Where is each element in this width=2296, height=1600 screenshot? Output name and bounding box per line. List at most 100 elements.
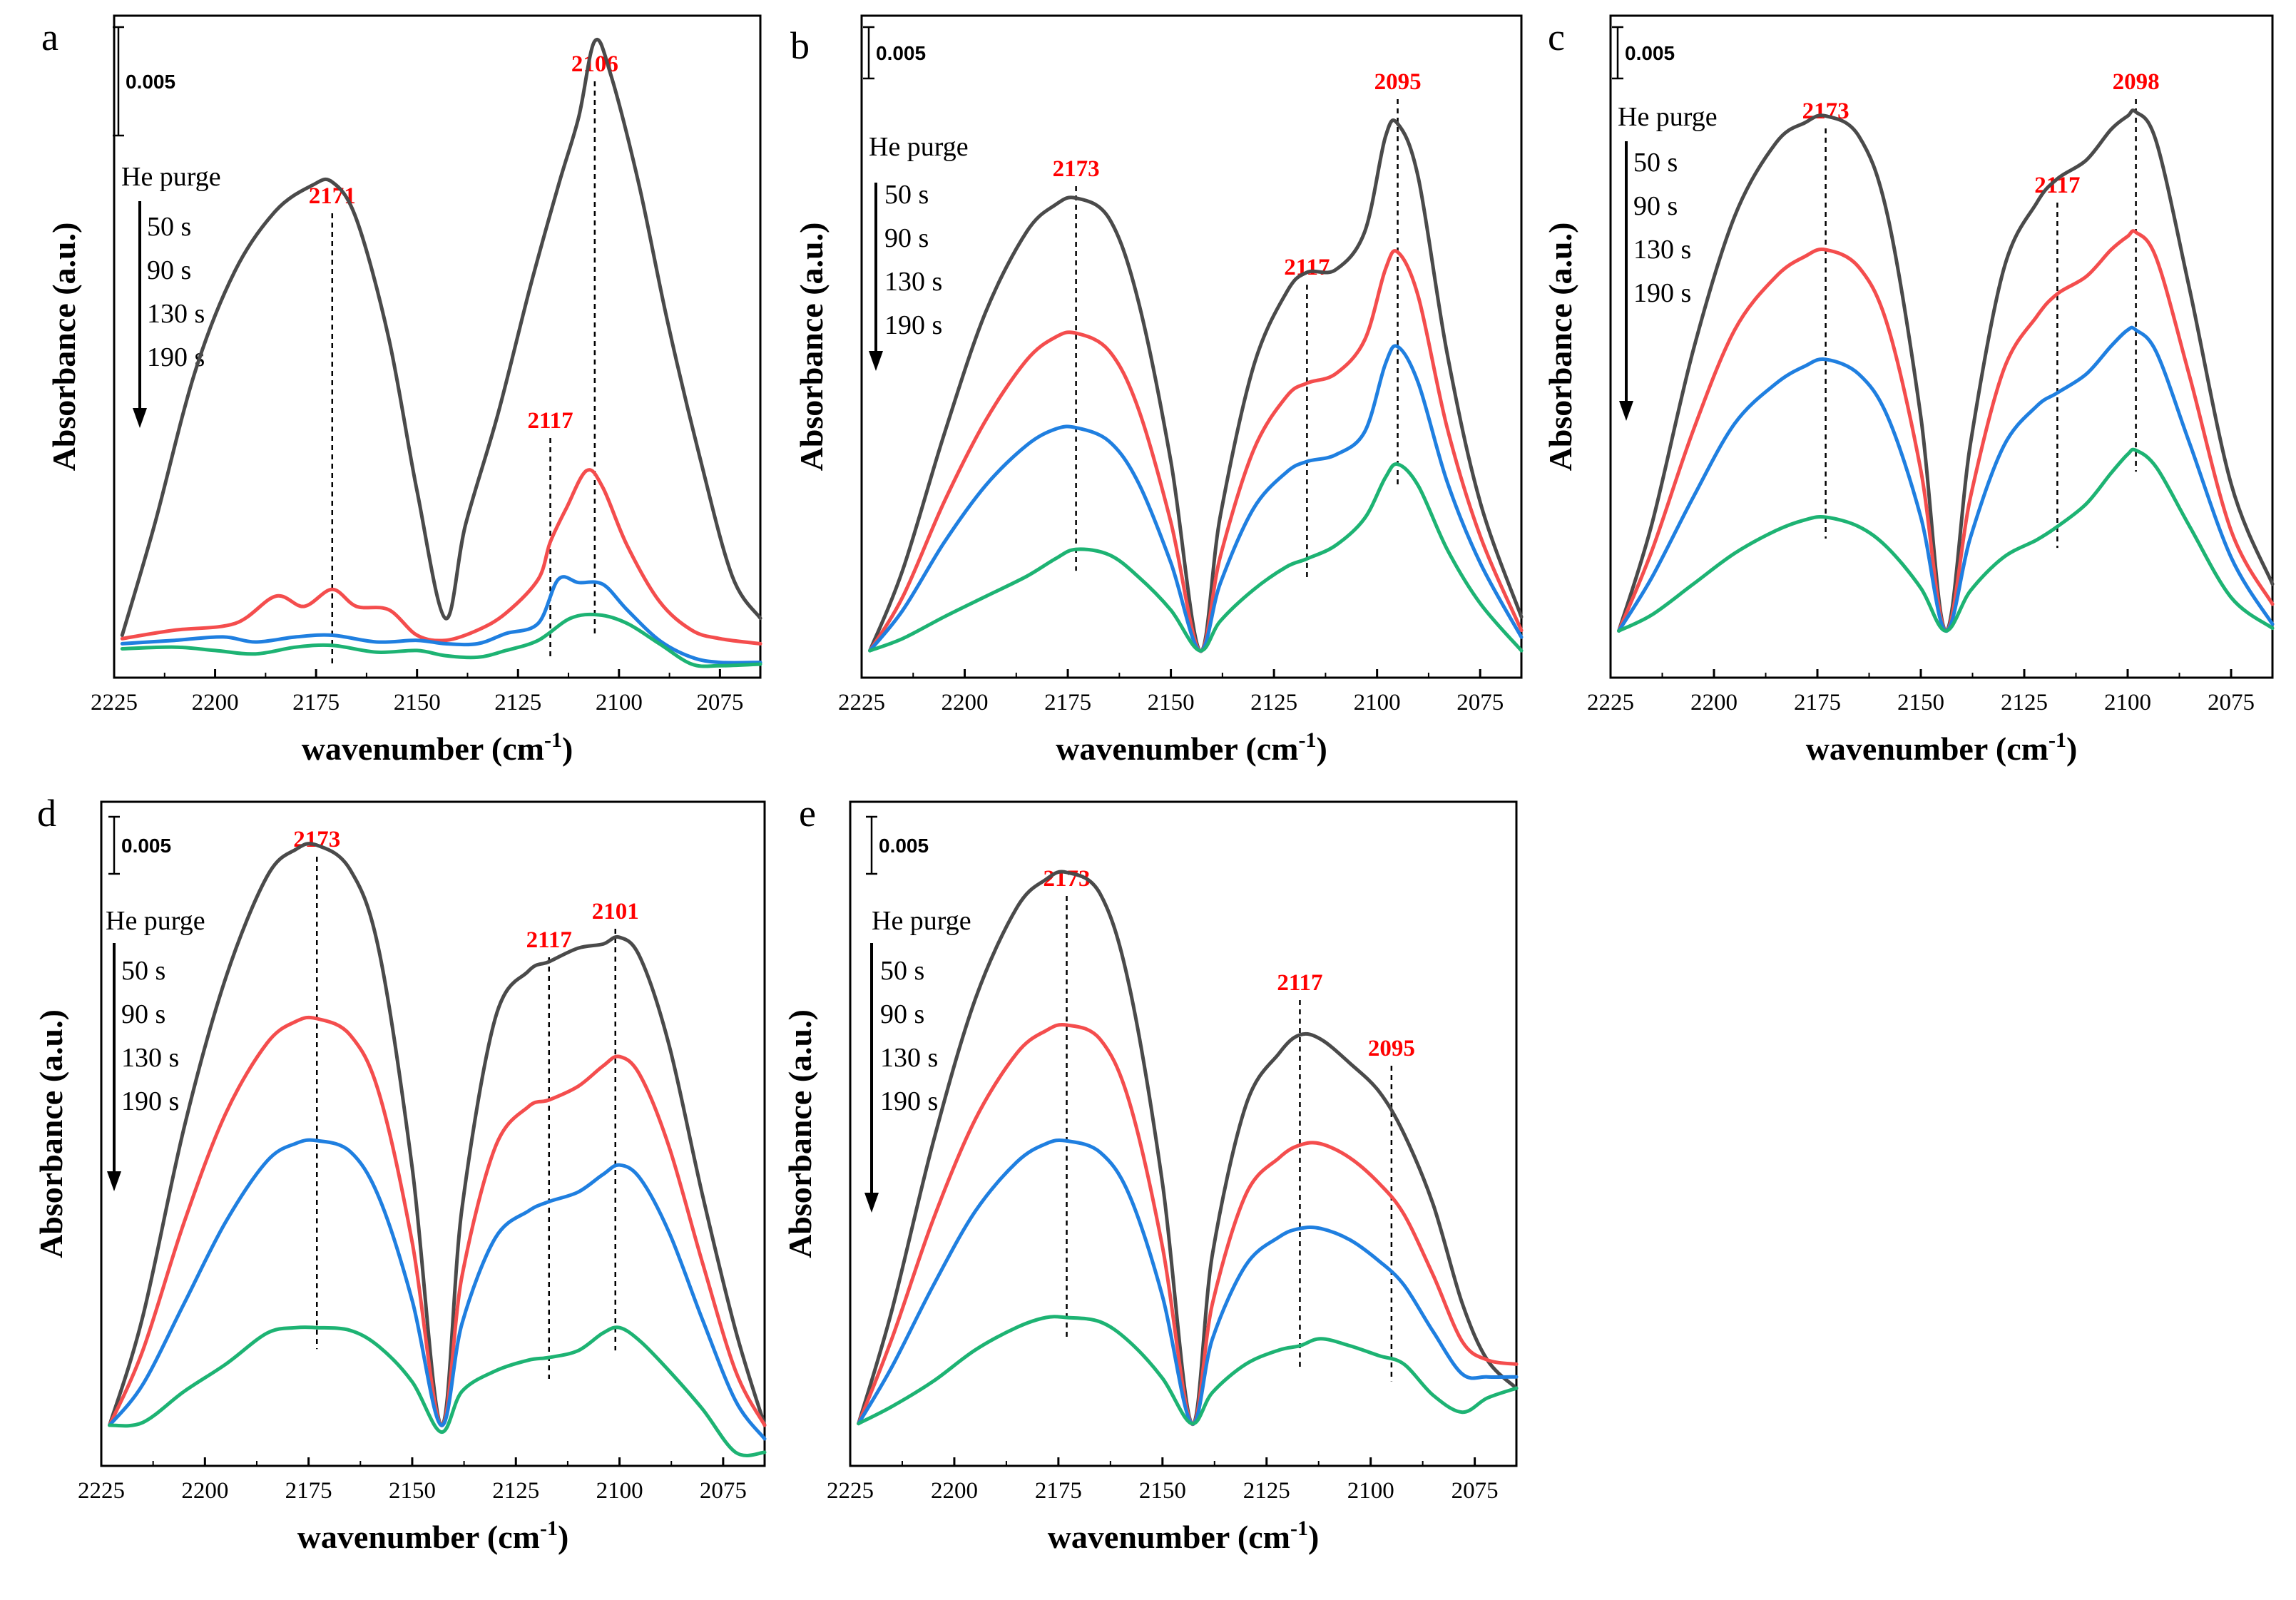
panel-letter: c — [1548, 16, 1565, 58]
x-tick-label: 2175 — [285, 1478, 332, 1504]
legend-item: 190 s — [880, 1086, 938, 1116]
panel-b: b 2225 2200 2175 2150 2125 2100 2075 wavenumber … — [790, 14, 1524, 767]
peak-label: 2117 — [527, 408, 573, 434]
legend-item: 50 s — [121, 956, 165, 986]
series-line-190s — [857, 1315, 1519, 1426]
plot-frame — [113, 14, 762, 679]
legend-arrow-head — [864, 1193, 879, 1213]
series-line-50s — [857, 870, 1519, 1427]
peak-label: 2101 — [592, 899, 639, 924]
x-tick-label: 2125 — [1250, 690, 1297, 715]
legend-item: 130 s — [884, 267, 942, 297]
y-axis-title: Absorbance (a.u.) — [33, 1009, 69, 1258]
panel-a: a 2225 2200 2175 2150 2125 2100 2075 wavenumber … — [41, 14, 762, 767]
legend-item: 190 s — [121, 1086, 179, 1116]
legend-item: 130 s — [1633, 235, 1691, 265]
legend-item: 130 s — [121, 1043, 179, 1073]
series-line-130s — [108, 1138, 767, 1441]
series-line-90s — [120, 468, 762, 646]
y-axis-title: Absorbance (a.u.) — [1542, 223, 1578, 472]
series-line-90s — [108, 1015, 767, 1427]
legend-item: 130 s — [880, 1043, 938, 1073]
legend-item: 90 s — [147, 255, 191, 285]
legend-item: 50 s — [147, 212, 191, 242]
legend-arrow-head — [869, 351, 883, 371]
x-axis-title: wavenumber (cm-1) — [1056, 728, 1327, 767]
scale-bar-label: 0.005 — [1625, 42, 1675, 64]
x-tick-label: 2075 — [696, 690, 743, 715]
series-line-130s — [868, 344, 1524, 653]
series-line-190s — [868, 462, 1524, 653]
x-tick-label: 2225 — [838, 690, 885, 715]
x-tick-label: 2075 — [700, 1478, 747, 1504]
x-tick-label: 2150 — [1139, 1478, 1186, 1504]
series-line-190s — [1617, 447, 2275, 633]
legend-arrow-head — [107, 1171, 121, 1191]
x-tick-label: 2200 — [181, 1478, 228, 1504]
legend-title: He purge — [869, 132, 969, 162]
x-tick-label: 2175 — [292, 690, 340, 715]
legend-item: 90 s — [1633, 191, 1678, 221]
x-tick-label: 2175 — [1794, 690, 1841, 715]
peak-label: 2171 — [309, 183, 356, 209]
peak-label: 2173 — [1044, 866, 1091, 892]
x-tick-label: 2175 — [1044, 690, 1091, 715]
legend-item: 50 s — [880, 956, 924, 986]
series-line-50s — [868, 118, 1524, 653]
panel-e: e 2225 2200 2175 2150 2125 2100 2075 wavenumber … — [782, 792, 1519, 1555]
plot-frame — [1609, 14, 2274, 679]
legend-item: 50 s — [1633, 148, 1678, 178]
x-tick-label: 2175 — [1035, 1478, 1082, 1504]
legend-arrow-head — [1619, 401, 1633, 421]
legend-item: 90 s — [884, 223, 929, 253]
panel-letter: e — [799, 792, 816, 835]
x-tick-label: 2075 — [1456, 690, 1504, 715]
legend-item: 130 s — [147, 299, 205, 329]
x-tick-label: 2200 — [192, 690, 239, 715]
legend-item: 90 s — [121, 999, 165, 1029]
panel-c: c 2225 2200 2175 2150 2125 2100 2075 wavenumber … — [1542, 14, 2275, 767]
x-axis-title: wavenumber (cm-1) — [1048, 1517, 1320, 1555]
peak-label: 2095 — [1368, 1036, 1415, 1061]
series-line-190s — [108, 1325, 767, 1457]
peak-label: 2095 — [1374, 69, 1422, 95]
peak-label: 2098 — [2113, 69, 2160, 95]
x-tick-label: 2200 — [931, 1478, 978, 1504]
series-line-90s — [868, 249, 1524, 653]
panel-d: d 2225 2200 2175 2150 2125 2100 2075 wavenumber … — [33, 792, 767, 1555]
x-tick-label: 2125 — [2001, 690, 2048, 715]
x-tick-label: 2150 — [394, 690, 441, 715]
scale-bar-label: 0.005 — [121, 835, 171, 857]
scale-bar-label: 0.005 — [879, 835, 929, 857]
x-axis-title: wavenumber (cm-1) — [302, 728, 573, 767]
x-tick-label: 2125 — [494, 690, 541, 715]
legend-title: He purge — [121, 162, 221, 192]
x-tick-label: 2100 — [596, 1478, 643, 1504]
peak-label: 2117 — [526, 927, 572, 953]
x-tick-label: 2150 — [1897, 690, 1944, 715]
legend-title: He purge — [872, 906, 971, 936]
series-line-90s — [1617, 229, 2275, 633]
panel-letter: d — [37, 792, 56, 835]
x-tick-label: 2075 — [1451, 1478, 1499, 1504]
x-tick-label: 2100 — [1354, 690, 1401, 715]
x-tick-label: 2100 — [1347, 1478, 1394, 1504]
legend-item: 50 s — [884, 180, 929, 210]
peak-label: 2173 — [1053, 156, 1100, 182]
series-line-130s — [120, 575, 762, 665]
x-tick-label: 2225 — [1587, 690, 1634, 715]
y-axis-title: Absorbance (a.u.) — [793, 223, 830, 472]
scale-bar-label: 0.005 — [876, 42, 926, 64]
legend-item: 90 s — [880, 999, 924, 1029]
legend-title: He purge — [1618, 102, 1718, 132]
x-tick-label: 2200 — [942, 690, 989, 715]
series-line-50s — [120, 38, 762, 637]
x-tick-label: 2150 — [389, 1478, 436, 1504]
x-axis-title: wavenumber (cm-1) — [297, 1517, 569, 1555]
x-axis-title: wavenumber (cm-1) — [1806, 728, 2078, 767]
peak-label: 2117 — [1277, 970, 1322, 996]
x-tick-label: 2100 — [596, 690, 643, 715]
plot-frame — [860, 14, 1523, 679]
x-tick-label: 2200 — [1690, 690, 1738, 715]
